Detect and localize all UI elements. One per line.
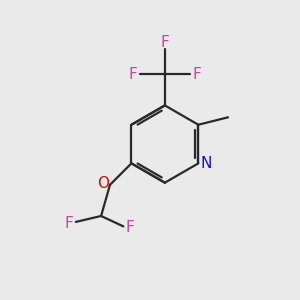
Text: F: F — [125, 220, 134, 236]
Text: F: F — [129, 67, 137, 82]
Text: N: N — [200, 157, 212, 172]
Text: F: F — [192, 67, 201, 82]
Text: F: F — [160, 35, 169, 50]
Text: O: O — [98, 176, 110, 191]
Text: F: F — [65, 216, 74, 231]
